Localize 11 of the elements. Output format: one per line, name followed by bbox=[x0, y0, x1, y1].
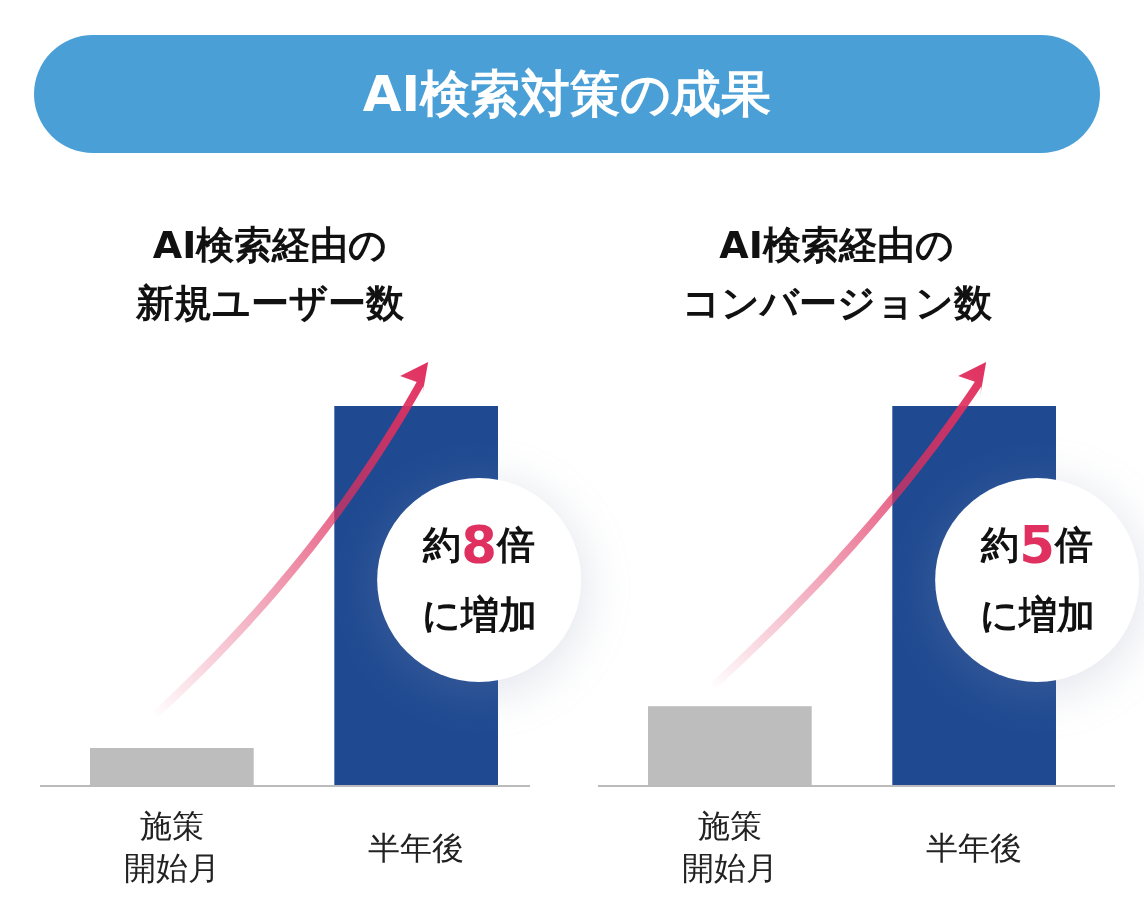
x-tick-label: 半年後 bbox=[368, 829, 465, 867]
annotation: 約8倍 bbox=[422, 515, 536, 575]
annotation: に増加 bbox=[421, 593, 537, 637]
annotation: に増加 bbox=[979, 593, 1095, 637]
text: AI検索対策の成果 bbox=[362, 65, 772, 123]
chart-title: AI検索経由の新規ユーザー数 bbox=[135, 223, 405, 325]
x-tick-label: 施策開始月 bbox=[123, 807, 220, 887]
x-tick-label: 半年後 bbox=[926, 829, 1023, 867]
x-tick-label: 施策開始月 bbox=[681, 807, 778, 887]
annotation: 約5倍 bbox=[980, 515, 1094, 575]
chart-title: AI検索経由のコンバージョン数 bbox=[681, 223, 993, 325]
